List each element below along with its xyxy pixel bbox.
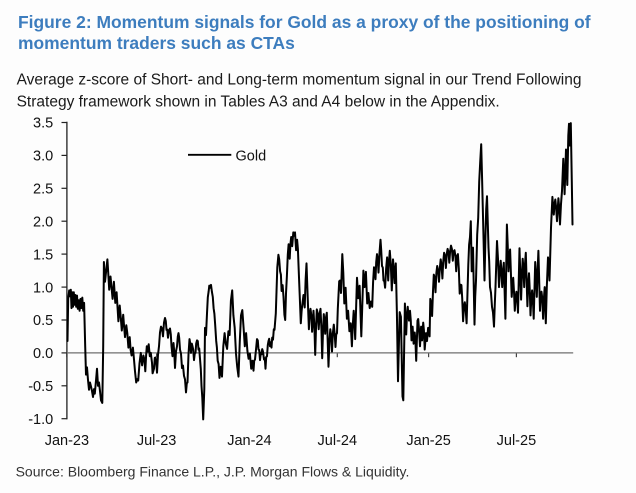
svg-text:Jul-25: Jul-25	[497, 433, 537, 449]
svg-text:Source: Bloomberg Finance L.P.: Source: Bloomberg Finance L.P., J.P. Mor…	[16, 464, 410, 480]
svg-text:Strategy framework shown in Ta: Strategy framework shown in Tables A3 an…	[17, 94, 500, 111]
svg-text:2.0: 2.0	[33, 214, 53, 230]
svg-text:Figure 2: Momentum signals for: Figure 2: Momentum signals for Gold as a…	[18, 12, 591, 32]
svg-text:1.5: 1.5	[33, 247, 53, 263]
svg-text:3.0: 3.0	[33, 149, 53, 165]
svg-text:Jan-23: Jan-23	[45, 433, 89, 449]
svg-text:Jul-24: Jul-24	[318, 433, 358, 449]
svg-text:-0.5: -0.5	[28, 379, 53, 395]
svg-text:momentum traders such as CTAs: momentum traders such as CTAs	[18, 33, 295, 53]
svg-text:Jan-24: Jan-24	[227, 433, 271, 449]
svg-text:Jul-23: Jul-23	[137, 433, 177, 449]
svg-text:1.0: 1.0	[33, 280, 53, 296]
svg-text:Jan-25: Jan-25	[406, 433, 450, 449]
svg-text:Gold: Gold	[236, 149, 267, 165]
svg-text:2.5: 2.5	[33, 182, 53, 198]
svg-text:0.0: 0.0	[33, 346, 53, 362]
svg-text:Average z-score of Short- and: Average z-score of Short- and Long-term …	[17, 72, 582, 89]
svg-text:3.5: 3.5	[33, 116, 53, 132]
svg-text:0.5: 0.5	[33, 313, 53, 329]
svg-text:-1.0: -1.0	[28, 412, 53, 428]
